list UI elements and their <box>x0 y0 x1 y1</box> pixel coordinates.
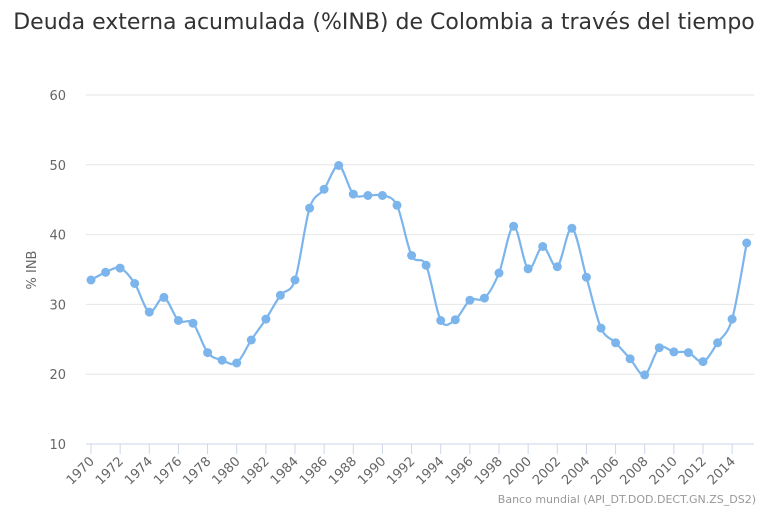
data-point-2010[interactable] <box>669 347 679 357</box>
chart-title: Deuda externa acumulada (%INB) de Colomb… <box>13 10 755 35</box>
x-tick-label: 2010 <box>647 454 681 488</box>
x-tick-label: 1990 <box>355 454 389 488</box>
data-point-1994[interactable] <box>436 316 446 325</box>
x-tick-label: 1994 <box>414 454 448 488</box>
data-point-1977[interactable] <box>188 318 198 328</box>
data-point-2001[interactable] <box>538 242 548 251</box>
data-point-2005[interactable] <box>596 323 606 333</box>
data-point-1980[interactable] <box>232 358 242 368</box>
x-tick-label: 2002 <box>530 454 564 488</box>
data-point-2002[interactable] <box>552 262 562 272</box>
data-point-1999[interactable] <box>509 221 519 231</box>
x-tick-label: 2008 <box>618 454 652 488</box>
data-point-2003[interactable] <box>567 223 577 233</box>
y-tick-label: 20 <box>49 368 66 383</box>
data-point-1984[interactable] <box>290 275 300 285</box>
data-point-1970[interactable] <box>86 275 96 285</box>
y-axis: 10 20 30 40 50 60 <box>49 89 66 453</box>
y-axis-title: % INB <box>25 251 40 290</box>
series-colombia <box>86 161 752 380</box>
data-point-2000[interactable] <box>523 264 533 274</box>
x-tick-label: 1972 <box>93 454 127 488</box>
data-point-1985[interactable] <box>305 203 315 213</box>
y-tick-label: 40 <box>49 229 66 244</box>
x-tick-label: 1974 <box>122 454 156 488</box>
data-point-2014[interactable] <box>727 314 737 324</box>
data-point-2015[interactable] <box>742 238 752 248</box>
data-point-1987[interactable] <box>334 161 344 170</box>
x-tick-label: 1988 <box>326 454 360 488</box>
data-point-2009[interactable] <box>654 343 664 353</box>
data-point-2011[interactable] <box>683 348 693 358</box>
x-tick-label: 1980 <box>210 454 244 488</box>
data-point-1981[interactable] <box>246 335 256 345</box>
x-tick-label: 1970 <box>64 454 98 488</box>
data-point-1989[interactable] <box>363 191 373 200</box>
x-tick-label: 1996 <box>443 454 477 488</box>
data-point-1973[interactable] <box>130 279 140 288</box>
data-point-2004[interactable] <box>581 272 591 282</box>
credit-text: Banco mundial (API_DT.DOD.DECT.GN.ZS_DS2… <box>497 493 756 506</box>
data-point-1978[interactable] <box>203 348 213 358</box>
data-point-1998[interactable] <box>494 268 504 278</box>
data-point-1996[interactable] <box>465 295 475 305</box>
x-axis: 1970197219741976197819801982198419861988… <box>64 443 754 488</box>
x-tick-label: 1976 <box>151 454 185 488</box>
data-point-1983[interactable] <box>275 290 285 300</box>
data-point-2007[interactable] <box>625 354 635 364</box>
data-point-1993[interactable] <box>421 260 431 270</box>
data-point-1997[interactable] <box>479 293 489 303</box>
data-point-1976[interactable] <box>173 316 183 325</box>
x-tick-label: 2014 <box>705 454 739 488</box>
x-tick-label: 1984 <box>268 454 302 488</box>
series-line <box>90 164 748 377</box>
x-tick-label: 1982 <box>239 454 273 488</box>
data-point-2012[interactable] <box>698 357 708 367</box>
data-point-1986[interactable] <box>319 184 329 194</box>
data-point-1979[interactable] <box>217 355 227 365</box>
data-point-1971[interactable] <box>101 267 111 277</box>
data-point-2006[interactable] <box>611 338 621 348</box>
x-tick-label: 1986 <box>297 454 331 488</box>
data-point-2013[interactable] <box>713 338 723 348</box>
data-point-1990[interactable] <box>377 191 387 200</box>
data-point-1988[interactable] <box>348 189 358 199</box>
x-tick-label: 1998 <box>472 454 506 488</box>
grid-lines <box>86 94 754 375</box>
data-point-1974[interactable] <box>144 307 154 317</box>
data-point-2008[interactable] <box>640 370 650 380</box>
y-tick-label: 30 <box>49 298 66 313</box>
x-tick-label: 2012 <box>676 454 710 488</box>
data-point-1972[interactable] <box>115 263 125 273</box>
x-tick-label: 2006 <box>588 454 622 488</box>
data-point-1995[interactable] <box>450 315 460 325</box>
data-point-1975[interactable] <box>159 292 169 302</box>
data-point-1982[interactable] <box>261 314 271 324</box>
x-tick-label: 1992 <box>384 454 418 488</box>
x-tick-label: 2000 <box>501 454 535 488</box>
y-tick-label: 50 <box>49 159 66 174</box>
data-point-1991[interactable] <box>392 200 402 210</box>
y-tick-label: 60 <box>49 89 66 104</box>
data-point-1992[interactable] <box>407 251 417 260</box>
x-tick-label: 2004 <box>559 454 593 488</box>
x-tick-label: 1978 <box>180 454 214 488</box>
y-tick-label: 10 <box>49 438 66 453</box>
